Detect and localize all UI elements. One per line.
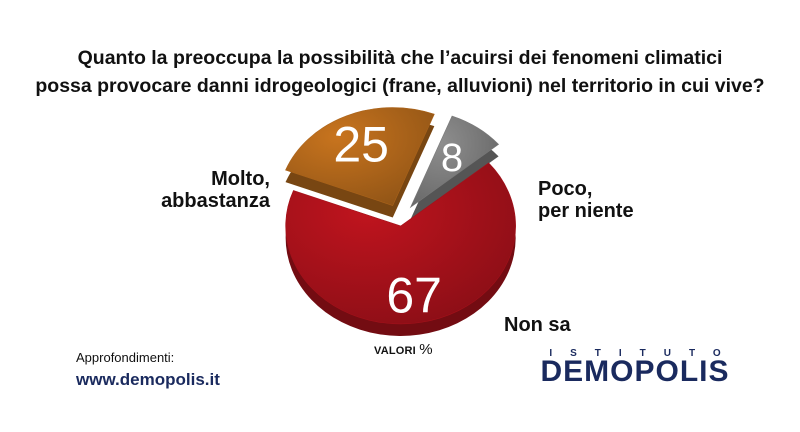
chart-title: Quanto la preoccupa la possibilità che l… xyxy=(0,44,800,100)
title-line-1: Quanto la preoccupa la possibilità che l… xyxy=(77,47,723,69)
legend-label-poco-per-niente: Poco, per niente xyxy=(538,178,634,222)
values-unit: % xyxy=(419,341,433,358)
logo-istituto-text: ISTITUTO xyxy=(549,348,739,359)
pie-slice-0 xyxy=(285,162,516,325)
title-line-2: possa provocare danni idrogeologici (fra… xyxy=(35,75,765,97)
slice-value-label-2: 8 xyxy=(441,136,463,180)
legend-label-molto-abbastanza: Molto, abbastanza xyxy=(161,168,270,212)
label-poco-line-1: Poco, xyxy=(538,178,593,200)
slice-value-label-1: 25 xyxy=(333,117,389,173)
demopolis-logo: ISTITUTO DEMOPOLIS xyxy=(520,348,750,389)
approfondimenti-label: Approfondimenti: xyxy=(76,350,175,365)
label-molto-line-1: Molto, xyxy=(211,168,270,190)
pie-slice-1 xyxy=(285,107,435,206)
values-note: VALORI % xyxy=(374,341,433,358)
logo-demopolis-text: DEMOPOLIS xyxy=(540,355,730,388)
slice-value-label-0: 67 xyxy=(386,268,442,324)
label-molto-line-2: abbastanza xyxy=(161,190,270,212)
pie-slice-2 xyxy=(409,115,500,209)
label-nonsa-line-1: Non sa xyxy=(504,314,571,336)
values-note-text: VALORI xyxy=(374,345,416,357)
legend-label-non-sa: Non sa xyxy=(504,314,571,336)
label-poco-line-2: per niente xyxy=(538,200,634,222)
website-link[interactable]: www.demopolis.it xyxy=(76,370,220,389)
